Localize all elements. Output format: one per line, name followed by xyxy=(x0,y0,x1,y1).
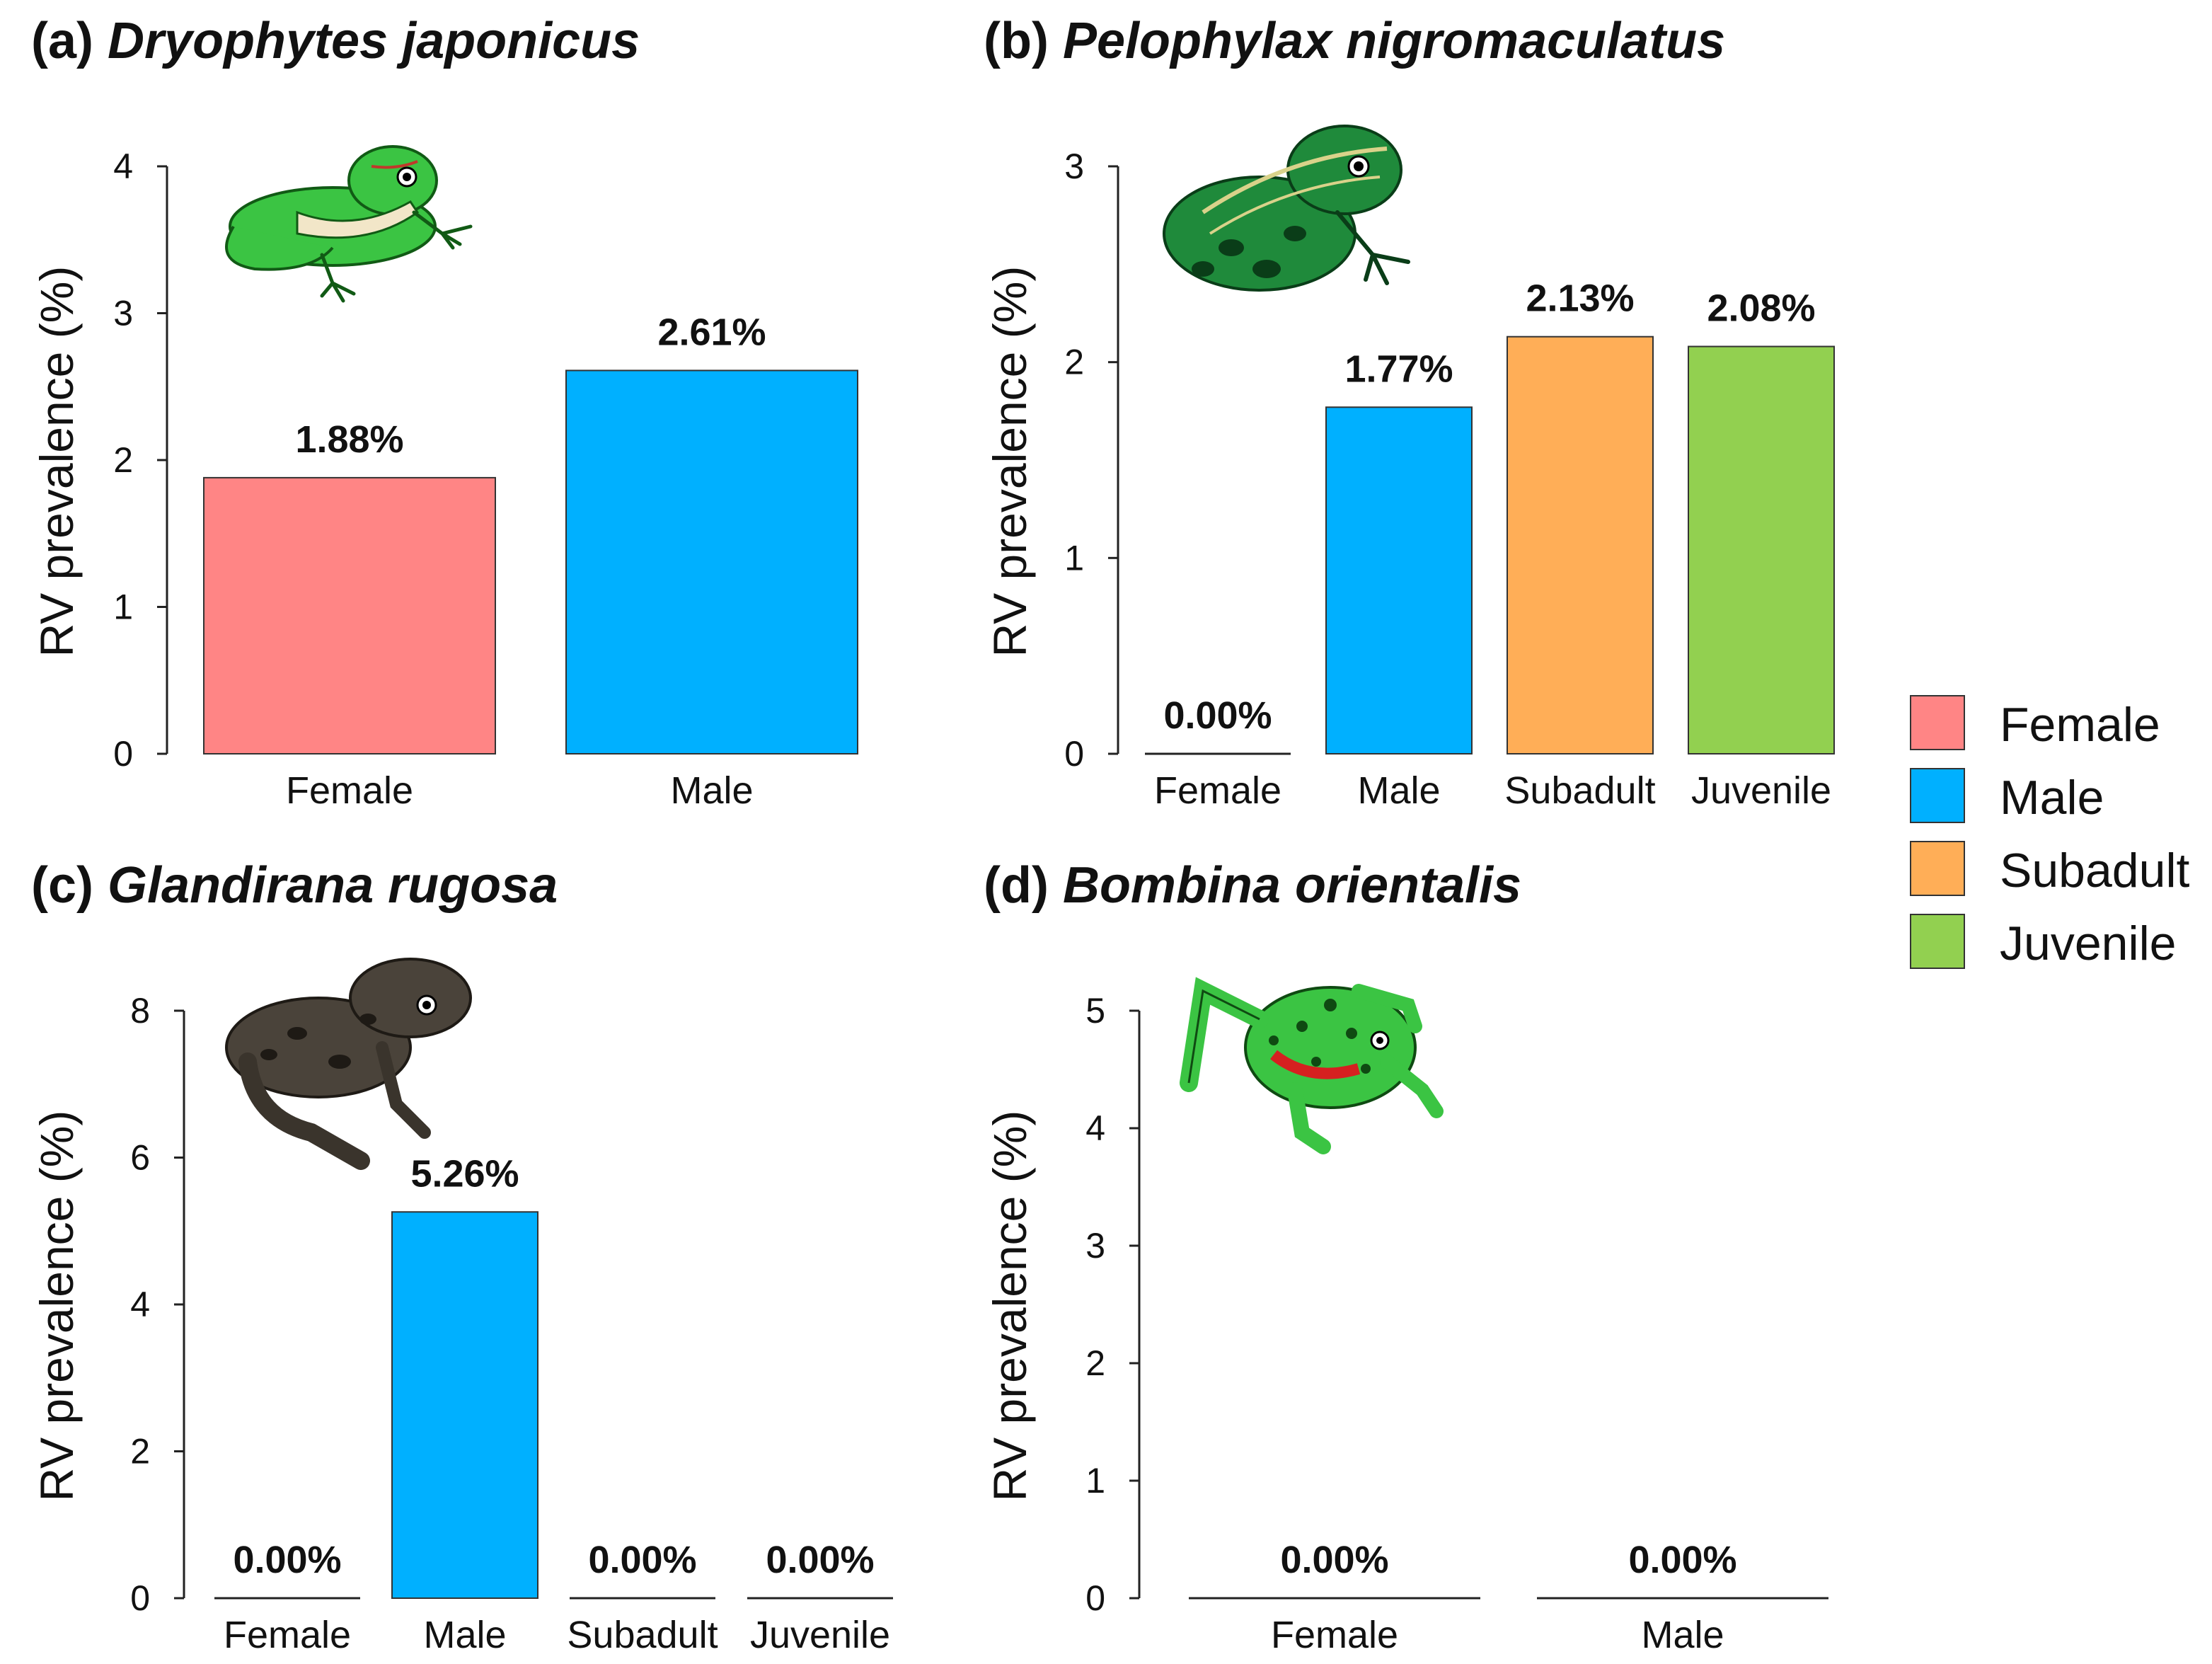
data-label-male: 2.61% xyxy=(657,311,766,353)
chart-1: 0 1 2 3 0.00% Female 1.77% Male 2.13% Subadult 2.0… xyxy=(1064,147,1835,812)
category-label-subadult: Subadult xyxy=(567,1614,718,1656)
data-label-female: 0.00% xyxy=(1163,694,1272,737)
category-label-male: Male xyxy=(423,1614,506,1656)
legend-swatch-juvenile xyxy=(1910,914,1965,969)
category-label-female: Female xyxy=(1271,1614,1398,1656)
y-tick-label: 2 xyxy=(130,1432,150,1471)
category-label-male: Male xyxy=(1357,769,1440,812)
panel-a-letter: (a) xyxy=(31,13,93,69)
legend-item-juvenile: Juvenile xyxy=(1910,914,2177,970)
y-tick-label: 2 xyxy=(1064,343,1084,382)
legend-label-juvenile: Juvenile xyxy=(2000,917,2177,970)
panel-d-title: (d) Bombina orientalis xyxy=(984,857,1521,914)
chart-0: 0 1 2 3 4 1.88% Female 2.61% Male xyxy=(113,147,858,812)
bar-subadult xyxy=(1507,335,1654,754)
panel-c-title: (c) Glandirana rugosa xyxy=(31,857,558,914)
wrinkled-frog-icon xyxy=(225,958,472,1170)
category-label-juvenile: Juvenile xyxy=(750,1614,890,1656)
data-label-subadult: 0.00% xyxy=(588,1539,696,1581)
panel-d-letter: (d) xyxy=(984,857,1049,914)
y-tick-label: 0 xyxy=(1064,734,1084,774)
data-label-male: 5.26% xyxy=(410,1152,519,1195)
panel-c: (c) Glandirana rugosa RV prevalence (%) xyxy=(30,857,558,1501)
panel-d: (d) Bombina orientalis RV prevalence (%) xyxy=(984,857,1521,1501)
legend-item-subadult: Subadult xyxy=(1910,841,2190,897)
data-label-female: 1.88% xyxy=(295,418,403,461)
y-tick-label: 2 xyxy=(1085,1343,1105,1383)
y-tick-label: 1 xyxy=(1064,538,1084,578)
y-tick-label: 3 xyxy=(1064,147,1084,186)
bar-male xyxy=(1325,406,1473,754)
legend-swatch-subadult xyxy=(1910,841,1965,896)
y-tick-label: 0 xyxy=(1085,1578,1105,1618)
legend-item-female: Female xyxy=(1910,695,2160,752)
legend-item-male: Male xyxy=(1910,768,2104,825)
category-label-male: Male xyxy=(670,769,753,812)
panel-d-ylabel: RV prevalence (%) xyxy=(984,1111,1036,1502)
category-label-female: Female xyxy=(224,1614,351,1656)
y-tick-label: 4 xyxy=(1085,1108,1105,1148)
panel-b: (b) Pelophylax nigromaculatus RV prevale… xyxy=(984,13,1725,657)
fire-bellied-toad-icon xyxy=(1180,977,1444,1154)
data-label-male: 1.77% xyxy=(1344,348,1453,390)
bar-male xyxy=(391,1211,538,1599)
category-label-male: Male xyxy=(1641,1614,1724,1656)
y-tick-label: 1 xyxy=(113,587,133,627)
y-tick-label: 3 xyxy=(1085,1226,1105,1266)
category-label-subadult: Subadult xyxy=(1504,769,1655,812)
category-label-female: Female xyxy=(1154,769,1281,812)
panel-c-ylabel: RV prevalence (%) xyxy=(30,1111,83,1502)
tree-frog-icon xyxy=(225,145,473,303)
panel-a: (a) Dryophytes japonicus RV prevalence (… xyxy=(30,13,640,657)
y-tick-label: 8 xyxy=(130,991,150,1031)
data-label-subadult: 2.13% xyxy=(1526,277,1634,320)
data-label-female: 0.00% xyxy=(233,1539,341,1581)
panel-d-species: Bombina orientalis xyxy=(1063,857,1521,914)
y-tick-label: 4 xyxy=(113,147,133,186)
panel-b-title: (b) Pelophylax nigromaculatus xyxy=(984,13,1725,69)
pond-frog-icon xyxy=(1163,125,1410,292)
panel-a-title: (a) Dryophytes japonicus xyxy=(31,13,640,69)
data-label-juvenile: 2.08% xyxy=(1707,287,1815,330)
y-tick-label: 5 xyxy=(1085,991,1105,1031)
panel-b-species: Pelophylax nigromaculatus xyxy=(1063,13,1725,69)
legend-label-subadult: Subadult xyxy=(2000,844,2190,897)
legend-label-male: Male xyxy=(2000,771,2104,825)
panel-b-letter: (b) xyxy=(984,13,1049,69)
panel-b-ylabel: RV prevalence (%) xyxy=(984,266,1036,658)
legend-swatch-male xyxy=(1910,768,1965,823)
data-label-female: 0.00% xyxy=(1280,1539,1388,1581)
panel-c-species: Glandirana rugosa xyxy=(108,857,558,914)
legend: Female Male Subadult Juvenile xyxy=(1910,695,2190,970)
bar-male xyxy=(565,369,858,754)
y-tick-label: 4 xyxy=(130,1285,150,1324)
y-tick-label: 1 xyxy=(1085,1461,1105,1501)
y-tick-label: 6 xyxy=(130,1138,150,1178)
category-label-female: Female xyxy=(286,769,413,812)
data-label-male: 0.00% xyxy=(1628,1539,1736,1581)
panel-c-letter: (c) xyxy=(31,857,93,914)
y-tick-label: 2 xyxy=(113,440,133,480)
y-tick-label: 3 xyxy=(113,294,133,333)
data-label-juvenile: 0.00% xyxy=(766,1539,874,1581)
chart-3: 0 1 2 3 4 5 0.00% Female 0.00% Male xyxy=(1085,991,1828,1656)
legend-swatch-female xyxy=(1910,695,1965,750)
panel-a-ylabel: RV prevalence (%) xyxy=(30,266,83,658)
bar-juvenile xyxy=(1688,345,1835,754)
y-tick-label: 0 xyxy=(113,734,133,774)
legend-label-female: Female xyxy=(2000,698,2160,752)
panel-a-species: Dryophytes japonicus xyxy=(108,13,640,69)
category-label-juvenile: Juvenile xyxy=(1691,769,1831,812)
y-tick-label: 0 xyxy=(130,1578,150,1618)
chart-2: 0 2 4 6 8 0.00% Female 5.26% Male 0.00% Subadult 0.… xyxy=(130,991,893,1656)
bar-female xyxy=(203,476,496,755)
